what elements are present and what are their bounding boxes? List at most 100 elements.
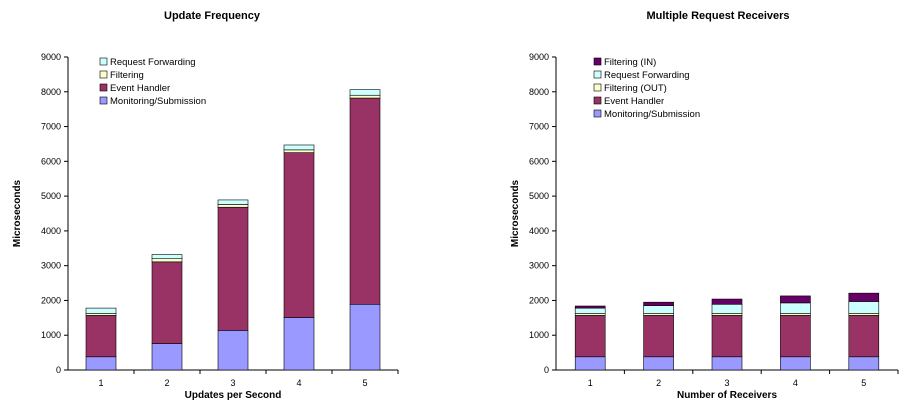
chart1-bar-segment — [283, 149, 315, 153]
chart1-y-axis-label: Microseconds — [12, 179, 23, 247]
chart2-y-tick-label: 9000 — [529, 52, 549, 62]
chart2-bar-segment — [574, 313, 606, 316]
chart2-bar-segment — [711, 315, 743, 358]
chart1-legend-swatch — [99, 70, 108, 79]
chart2-bar-segment — [848, 301, 880, 314]
chart2-legend-label: Request Forwarding — [604, 70, 690, 81]
chart2-x-axis-label: Number of Receivers — [677, 390, 777, 401]
chart2-legend-label: Monitoring/Submission — [604, 109, 700, 120]
chart1-bar-segment — [151, 254, 183, 260]
chart2-x-tick-label: 5 — [861, 378, 866, 388]
chart2-bar-segment — [643, 356, 674, 371]
chart1-bar-segment — [151, 261, 183, 344]
chart2-x-tick-label: 3 — [724, 378, 729, 388]
chart1-y-tick-label: 6000 — [41, 156, 61, 166]
chart2-bar-segment — [574, 315, 606, 358]
chart2-y-tick-label: 0 — [544, 365, 549, 375]
chart1-x-tick-label: 5 — [362, 378, 367, 388]
chart1-bar-segment — [283, 144, 315, 151]
chart1-bar-segment — [217, 330, 249, 371]
chart1-bar-segment — [151, 258, 183, 263]
chart1-legend-label: Monitoring/Submission — [110, 96, 206, 107]
chart1-legend-swatch — [99, 96, 108, 105]
chart2-y-tick-label: 2000 — [529, 295, 549, 305]
chart1-y-tick-label: 0 — [56, 365, 61, 375]
chart1-y-tick-label: 9000 — [41, 52, 61, 62]
chart2-bar-segment — [848, 313, 880, 316]
chart2-legend-label: Filtering (OUT) — [604, 83, 667, 94]
chart2-y-tick-label: 8000 — [529, 87, 549, 97]
chart2-y-tick-label: 4000 — [529, 226, 549, 236]
chart2-bar-segment — [711, 298, 743, 305]
chart2-x-tick-label: 4 — [793, 378, 798, 388]
chart1-bar-segment — [349, 97, 381, 305]
chart2-bar-segment — [780, 315, 811, 358]
chart2-y-axis-label: Microseconds — [510, 179, 521, 247]
chart2-bar-segment — [711, 303, 743, 314]
chart2-bar-segment — [643, 301, 674, 306]
chart1-bar-segment — [85, 315, 117, 358]
chart1-x-tick-label: 2 — [164, 378, 169, 388]
chart2-y-tick-label: 3000 — [529, 261, 549, 271]
chart1-y-tick-label: 4000 — [41, 226, 61, 236]
chart2-bar-segment — [574, 307, 606, 314]
chart2-y-tick-label: 6000 — [529, 156, 549, 166]
chart2-bar-segment — [643, 305, 674, 314]
chart2-legend-label: Event Handler — [604, 96, 664, 107]
chart2-bar-segment — [711, 313, 743, 316]
chart2-legend-swatch — [593, 70, 602, 79]
chart2-bar-segment — [848, 315, 880, 358]
chart1-x-tick-label: 1 — [98, 378, 103, 388]
chart2-bar-segment — [780, 302, 811, 314]
chart1-bar-segment — [151, 343, 183, 371]
chart2-legend-swatch — [593, 96, 602, 105]
chart1-x-axis-label: Updates per Second — [185, 390, 282, 401]
chart1-bar-segment — [349, 303, 381, 371]
chart2-bar-segment — [780, 295, 811, 304]
chart1-bar-segment — [283, 152, 315, 318]
chart2-y-tick-label: 7000 — [529, 122, 549, 132]
chart2-bar-segment — [848, 292, 880, 302]
chart2-x-tick-label: 1 — [588, 378, 593, 388]
chart1-bar-segment — [283, 317, 315, 371]
chart2-y-tick-label: 1000 — [529, 330, 549, 340]
chart1-legend-swatch — [99, 57, 108, 66]
chart2-legend-swatch — [593, 57, 602, 66]
chart1-y-tick-label: 7000 — [41, 122, 61, 132]
chart1-x-tick-label: 4 — [296, 378, 301, 388]
chart1-bar-segment — [217, 199, 249, 205]
chart2-bar-segment — [574, 305, 606, 309]
chart2-bar-segment — [574, 356, 606, 371]
chart1-x-tick-label: 3 — [230, 378, 235, 388]
chart1-legend-label: Event Handler — [110, 83, 170, 94]
chart1-y-tick-label: 3000 — [41, 261, 61, 271]
chart1-legend-swatch — [99, 83, 108, 92]
chart2-bar-segment — [643, 313, 674, 316]
chart2-bar-segment — [711, 356, 743, 371]
chart1-bar-segment — [85, 356, 117, 371]
chart2-legend-swatch — [593, 109, 602, 118]
chart2-title: Multiple Request Receivers — [646, 10, 789, 22]
chart1-bar-segment — [217, 206, 249, 331]
chart1-legend-label: Request Forwarding — [110, 57, 196, 68]
chart2-bar-segment — [780, 313, 811, 316]
chart1-bar-segment — [217, 204, 249, 208]
chart1-y-tick-label: 2000 — [41, 295, 61, 305]
chart1-y-tick-label: 1000 — [41, 330, 61, 340]
chart1-y-tick-label: 8000 — [41, 87, 61, 97]
chart1-y-tick-label: 5000 — [41, 191, 61, 201]
chart2-legend-swatch — [593, 83, 602, 92]
chart2-bar-segment — [643, 315, 674, 358]
chart1-bar-segment — [349, 89, 381, 96]
chart1-bar-segment — [349, 94, 381, 99]
chart2-legend-label: Filtering (IN) — [604, 57, 656, 68]
chart2-y-tick-label: 5000 — [529, 191, 549, 201]
chart1-bar-segment — [85, 307, 117, 314]
chart2-bar-segment — [848, 356, 880, 371]
chart1-legend-label: Filtering — [110, 70, 144, 81]
chart1-bar-segment — [85, 313, 117, 316]
chart2-bar-segment — [780, 356, 811, 371]
chart1-title: Update Frequency — [164, 10, 261, 22]
chart2-x-tick-label: 2 — [656, 378, 661, 388]
